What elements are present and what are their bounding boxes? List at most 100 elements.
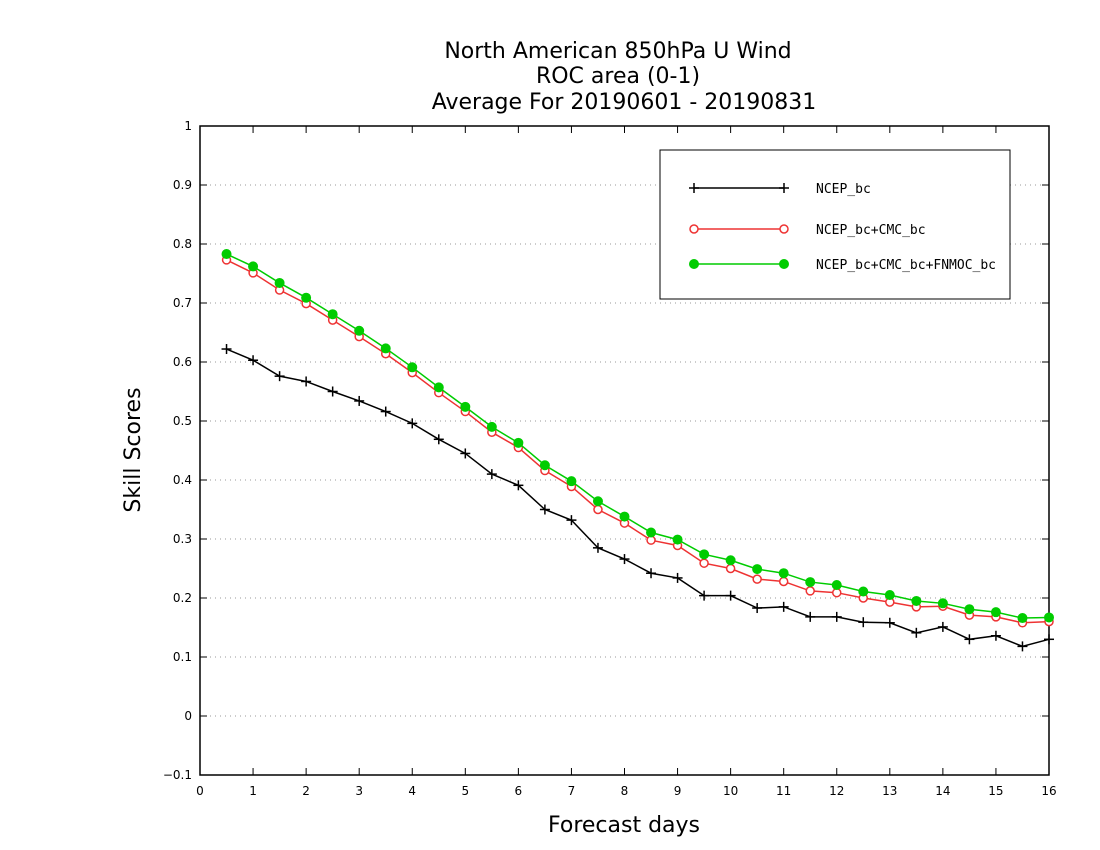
data-point <box>1017 641 1028 652</box>
data-point <box>778 576 789 587</box>
data-point <box>805 586 815 596</box>
data-point <box>221 249 232 260</box>
data-point <box>327 386 338 397</box>
data-point <box>301 376 312 387</box>
data-point <box>486 469 497 480</box>
data-point <box>911 627 922 638</box>
legend-entry-1: NCEP_bc <box>689 182 871 197</box>
x-tick-label: 4 <box>408 784 416 798</box>
data-point <box>433 434 444 445</box>
x-tick-label: 8 <box>621 784 629 798</box>
data-point <box>964 604 975 615</box>
legend-marker-end <box>779 224 789 234</box>
data-point <box>619 554 630 565</box>
series-line <box>226 348 1050 648</box>
data-point <box>460 401 471 412</box>
x-tick-label: 10 <box>723 784 738 798</box>
x-tick-label: 13 <box>882 784 897 798</box>
data-point <box>884 590 895 601</box>
data-point <box>699 590 710 601</box>
y-tick-label: 0.2 <box>173 591 192 605</box>
data-point <box>327 309 338 320</box>
data-point <box>274 371 285 382</box>
data-point <box>354 325 365 336</box>
y-tick-label: 0.5 <box>173 414 192 428</box>
data-point <box>460 448 471 459</box>
legend-box <box>659 149 1011 300</box>
x-tick-label: 11 <box>776 784 791 798</box>
data-point <box>937 598 948 609</box>
data-point <box>486 421 497 432</box>
x-tick-label: 16 <box>1041 784 1056 798</box>
legend-label: NCEP_bc+CMC_bc <box>816 223 926 238</box>
data-point <box>433 382 444 393</box>
x-tick-label: 1 <box>249 784 257 798</box>
data-point <box>407 418 418 429</box>
data-point <box>513 480 524 491</box>
legend-marker-start <box>689 224 699 234</box>
legend-label: NCEP_bc+CMC_bc+FNMOC_bc <box>816 258 996 273</box>
data-point <box>672 534 683 545</box>
data-point <box>592 542 603 553</box>
x-tick-label: 15 <box>988 784 1003 798</box>
legend-entry-2: NCEP_bc+CMC_bc <box>689 223 926 238</box>
series-2 <box>221 255 1054 628</box>
data-point <box>778 601 789 612</box>
data-point <box>990 607 1001 618</box>
legend-label: NCEP_bc <box>816 182 871 197</box>
chart-title: North American 850hPa U Wind ROC area (0… <box>432 39 817 115</box>
data-point <box>699 558 709 568</box>
title-line-1: North American 850hPa U Wind <box>444 39 791 64</box>
data-point <box>221 344 232 355</box>
x-tick-label: 12 <box>829 784 844 798</box>
data-point <box>301 292 312 303</box>
x-tick-label: 5 <box>461 784 469 798</box>
y-tick-label: 0.1 <box>173 650 192 664</box>
series-layer <box>221 249 1054 652</box>
data-point <box>380 343 391 354</box>
data-point <box>831 580 842 591</box>
y-tick-label: 0.8 <box>173 237 192 251</box>
x-tick-label: 3 <box>355 784 363 798</box>
legend-marker-start <box>689 183 699 193</box>
series-1 <box>221 344 1054 652</box>
data-point <box>248 261 259 272</box>
x-tick-label: 6 <box>515 784 523 798</box>
data-point <box>752 603 763 614</box>
legend-marker-end <box>779 259 789 269</box>
data-point <box>805 611 816 622</box>
y-tick-label: 0.4 <box>173 473 192 487</box>
data-point <box>592 496 603 507</box>
x-tick-label: 7 <box>568 784 576 798</box>
y-tick-label: 1 <box>184 119 192 133</box>
x-tick-label: 0 <box>196 784 204 798</box>
y-tick-label: 0.3 <box>173 532 192 546</box>
data-point <box>884 617 895 628</box>
data-point <box>380 406 391 417</box>
y-tick-label: 0.6 <box>173 355 192 369</box>
data-point <box>646 568 657 579</box>
y-tick-label: 0 <box>184 709 192 723</box>
data-point <box>1044 634 1054 645</box>
title-line-3: Average For 20190601 - 20190831 <box>432 90 817 115</box>
x-tick-label: 9 <box>674 784 682 798</box>
data-point <box>539 460 550 471</box>
y-axis-label: Skill Scores <box>121 387 146 512</box>
data-point <box>831 611 842 622</box>
data-point <box>513 437 524 448</box>
data-point <box>646 527 657 538</box>
legend-entry-3: NCEP_bc+CMC_bc+FNMOC_bc <box>689 258 996 273</box>
data-point <box>354 395 365 406</box>
data-point <box>937 621 948 632</box>
data-point <box>1017 613 1028 624</box>
data-point <box>752 574 762 584</box>
title-line-2: ROC area (0-1) <box>536 64 700 89</box>
data-point <box>672 572 683 583</box>
data-point <box>619 511 630 522</box>
y-tick-label: −0.1 <box>163 768 192 782</box>
data-point <box>699 549 710 560</box>
data-point <box>725 590 736 601</box>
y-tick-label: 0.7 <box>173 296 192 310</box>
series-3 <box>221 249 1054 624</box>
